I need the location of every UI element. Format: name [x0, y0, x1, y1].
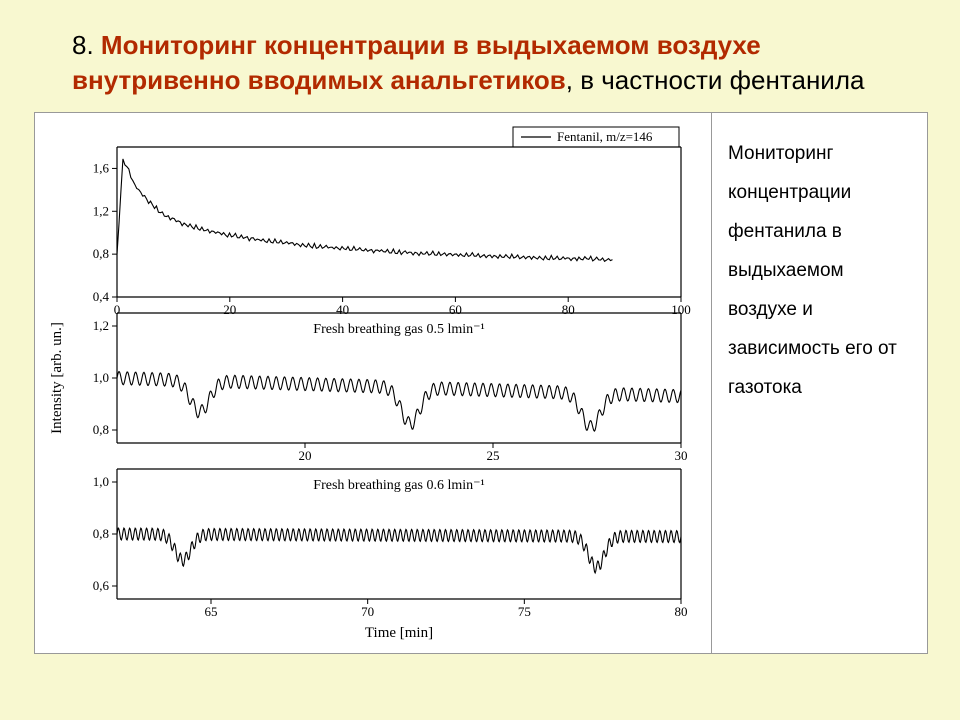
- multi-panel-chart: Intensity [arb. un.] Time [min] Fentanil, …: [41, 123, 705, 643]
- svg-text:1,2: 1,2: [93, 318, 109, 333]
- svg-text:0,8: 0,8: [93, 246, 109, 261]
- svg-text:0,8: 0,8: [93, 422, 109, 437]
- svg-text:Time [min]: Time [min]: [365, 625, 433, 641]
- title-number: 8.: [72, 30, 101, 60]
- svg-text:0,8: 0,8: [93, 526, 109, 541]
- svg-text:1,0: 1,0: [93, 474, 109, 489]
- svg-text:1,2: 1,2: [93, 203, 109, 218]
- svg-text:Intensity [arb. un.]: Intensity [arb. un.]: [49, 322, 65, 434]
- svg-text:0,6: 0,6: [93, 578, 110, 593]
- svg-text:30: 30: [675, 448, 688, 463]
- svg-text:40: 40: [336, 302, 349, 317]
- svg-text:1,0: 1,0: [93, 370, 109, 385]
- svg-text:80: 80: [562, 302, 575, 317]
- svg-text:Fresh breathing gas 0.5 lmin⁻¹: Fresh breathing gas 0.5 lmin⁻¹: [313, 322, 484, 337]
- slide-title: 8. Мониторинг концентрации в выдыхаемом …: [72, 28, 892, 98]
- svg-text:20: 20: [299, 448, 312, 463]
- svg-text:0,4: 0,4: [93, 289, 110, 304]
- svg-text:Fresh breathing gas 0.6 lmin⁻¹: Fresh breathing gas 0.6 lmin⁻¹: [313, 478, 484, 493]
- slide: 8. Мониторинг концентрации в выдыхаемом …: [0, 0, 960, 684]
- description-text: Мониторинг концентрации фентанила в выды…: [712, 113, 927, 653]
- svg-text:65: 65: [205, 604, 218, 619]
- svg-text:Fentanil, m/z=146: Fentanil, m/z=146: [557, 129, 653, 144]
- title-tail: , в частности фентанила: [566, 65, 865, 95]
- svg-text:70: 70: [361, 604, 374, 619]
- svg-text:60: 60: [449, 302, 462, 317]
- svg-text:25: 25: [487, 448, 500, 463]
- svg-text:80: 80: [675, 604, 688, 619]
- svg-text:1,6: 1,6: [93, 161, 110, 176]
- content-row: Intensity [arb. un.] Time [min] Fentanil, …: [34, 112, 928, 654]
- svg-text:75: 75: [518, 604, 531, 619]
- chart-cell: Intensity [arb. un.] Time [min] Fentanil, …: [35, 113, 712, 653]
- svg-text:20: 20: [223, 302, 236, 317]
